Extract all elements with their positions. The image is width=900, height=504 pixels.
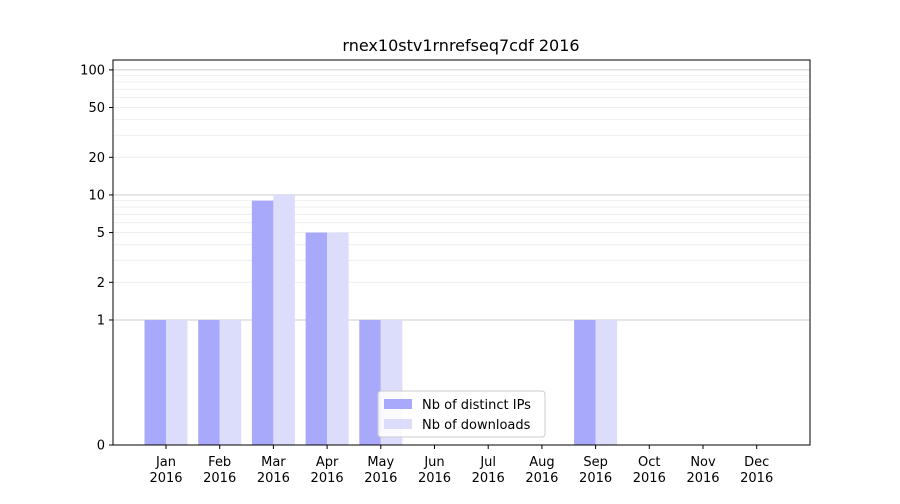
x-tick-label: Mar	[261, 455, 286, 470]
legend-label: Nb of downloads	[422, 418, 531, 433]
x-tick-label: Nov	[690, 455, 716, 470]
x-tick-label: 2016	[311, 471, 344, 486]
bar-ips	[574, 319, 596, 445]
x-tick-label: Dec	[744, 455, 769, 470]
x-tick-label: Apr	[316, 455, 339, 470]
x-tick-label: 2016	[633, 471, 666, 486]
x-tick-label: 2016	[149, 471, 182, 486]
bar-ips	[305, 232, 328, 445]
x-tick-label: Feb	[208, 455, 231, 470]
x-tick-label: 2016	[472, 471, 505, 486]
bar-downloads	[595, 319, 618, 445]
y-tick-label: 20	[88, 151, 105, 166]
bar-ips	[359, 319, 381, 445]
plot-frame	[112, 59, 811, 446]
bar-ips	[144, 319, 166, 445]
x-tick-label: Jan	[155, 455, 176, 470]
bar-ips	[198, 319, 220, 445]
y-tick-label: 2	[97, 276, 105, 291]
bar-downloads	[327, 232, 349, 445]
bars	[144, 194, 618, 445]
y-tick-label: 10	[88, 188, 105, 203]
y-tick-label: 0	[97, 439, 105, 454]
x-tick-label: 2016	[686, 471, 719, 486]
x-tick-label: 2016	[364, 471, 397, 486]
x-tick-label: 2016	[525, 471, 558, 486]
x-tick-label: 2016	[203, 471, 236, 486]
y-tick-label: 50	[88, 101, 105, 116]
x-tick-label: Jul	[479, 455, 496, 470]
legend-swatch	[384, 419, 412, 429]
x-tick-label: Aug	[529, 455, 554, 470]
y-tick-label: 100	[80, 63, 105, 78]
x-tick-label: 2016	[579, 471, 612, 486]
bar-downloads	[273, 194, 295, 445]
bar-downloads	[219, 319, 242, 445]
bar-ips	[251, 200, 274, 445]
x-tick-label: 2016	[257, 471, 290, 486]
y-tick-label: 1	[97, 313, 105, 328]
legend: Nb of distinct IPs Nb of downloads	[377, 390, 546, 438]
legend-label: Nb of distinct IPs	[422, 398, 531, 413]
legend-swatch	[384, 399, 412, 409]
legend-box	[377, 390, 546, 438]
y-axis: 0 1 2 5 10 20 50 100	[80, 63, 113, 454]
x-tick-label: 2016	[418, 471, 451, 486]
x-tick-label: May	[367, 455, 394, 470]
x-tick-label: Jun	[423, 455, 444, 470]
chart-title: rnex10stv1rnrefseq7cdf 2016	[342, 36, 579, 55]
x-tick-label: 2016	[740, 471, 773, 486]
x-tick-label: Sep	[583, 455, 608, 470]
x-tick-label: Oct	[638, 455, 660, 470]
y-tick-label: 5	[97, 226, 105, 241]
grid	[113, 69, 810, 321]
bar-downloads	[166, 319, 188, 445]
x-axis: Jan2016Feb2016Mar2016Apr2016May2016Jun20…	[149, 445, 773, 486]
